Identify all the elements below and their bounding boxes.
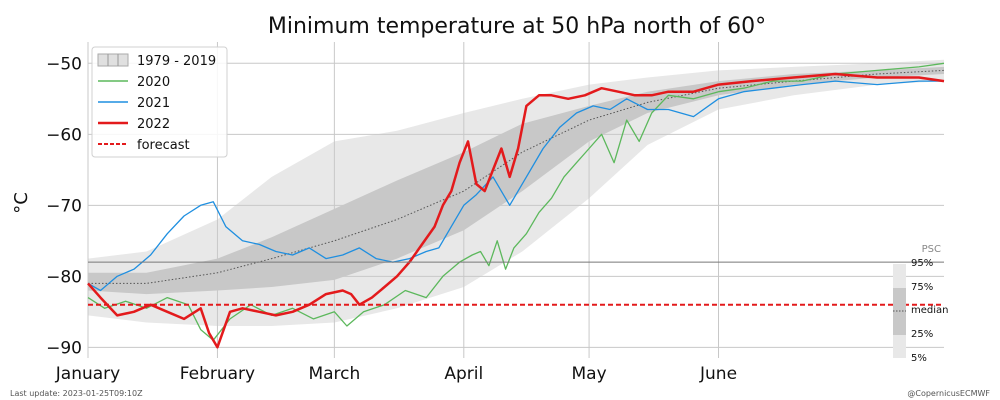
- psc-label: 5%: [911, 353, 927, 364]
- threshold-layer: [88, 261, 944, 306]
- x-tick-label: May: [571, 364, 606, 384]
- last-update-text: Last update: 2023-01-25T09:10Z: [10, 389, 143, 398]
- x-tick-label: March: [308, 364, 360, 384]
- y-tick-label: −60: [46, 125, 82, 145]
- plot-area: [87, 42, 945, 358]
- y-tick-label: −70: [46, 196, 82, 216]
- series-line-2022: [87, 72, 945, 349]
- psc-label: 25%: [911, 329, 933, 340]
- legend-box: [91, 46, 228, 158]
- climatology-bands: [88, 59, 944, 327]
- legend-label: 2020: [137, 75, 170, 90]
- psc-label: 75%: [911, 282, 933, 293]
- x-axis-ticks: January February March April May June: [55, 364, 737, 384]
- series-line-2021: [87, 80, 944, 292]
- grid-lines: [87, 42, 944, 358]
- chart-title: Minimum temperature at 50 hPa north of 6…: [268, 14, 766, 39]
- x-tick-label: January: [55, 364, 120, 384]
- legend-label: 1979 - 2019: [137, 54, 216, 69]
- y-axis-ticks: −50 −60 −70 −80 −90: [46, 54, 82, 358]
- x-tick-label: April: [444, 364, 483, 384]
- legend-label: 2022: [137, 117, 170, 132]
- psc-label: median: [911, 305, 949, 316]
- y-axis-label: °C: [11, 192, 32, 214]
- credit-text: @CopernicusECMWF: [907, 389, 990, 398]
- x-tick-label: June: [699, 364, 737, 384]
- y-tick-label: −90: [46, 338, 82, 358]
- psc-label: 95%: [911, 258, 933, 269]
- series-layer: [87, 62, 945, 349]
- x-tick-label: February: [180, 364, 255, 384]
- y-tick-label: −80: [46, 267, 82, 287]
- legend-label: forecast: [137, 138, 190, 153]
- legend-swatch-band: [97, 53, 129, 67]
- climatology-band-25-75: [88, 66, 944, 295]
- psc-title: PSC: [922, 244, 941, 255]
- psc-legend: PSC 95% 75% median 25% 5%: [893, 244, 949, 364]
- legend: 1979 - 2019 2020 2021 2022 forecast: [91, 46, 228, 158]
- legend-label: 2021: [137, 96, 170, 111]
- y-tick-label: −50: [46, 54, 82, 74]
